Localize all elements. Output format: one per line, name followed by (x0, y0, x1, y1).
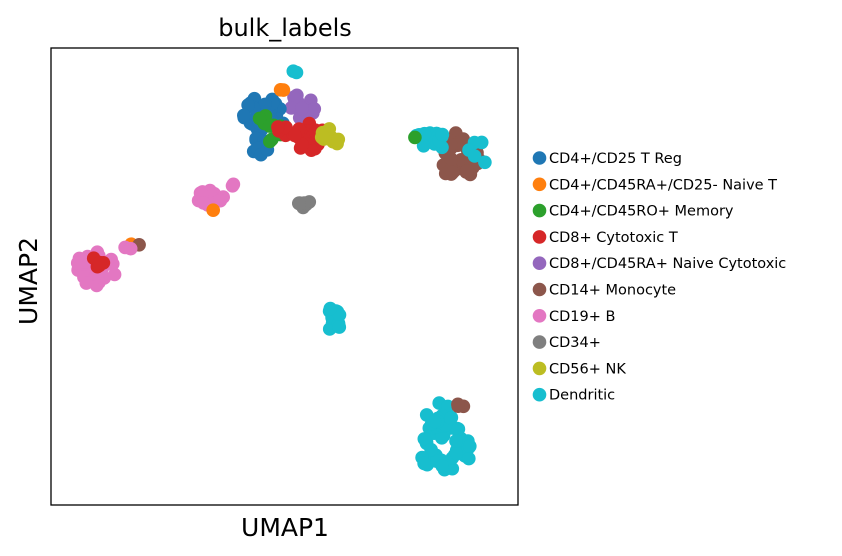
scatter-point (237, 108, 251, 123)
scatter-point (443, 411, 458, 426)
scatter-point (435, 459, 450, 473)
scatter-point (449, 434, 463, 448)
scatter-point (444, 152, 459, 166)
scatter-point (416, 139, 431, 153)
legend-entry-label: CD19+ B (549, 309, 615, 325)
scatter-point (271, 120, 285, 134)
legend: CD4+/CD25 T Reg CD4+/CD45RA+/CD25- Naive … (532, 151, 786, 404)
legend-entry-label: CD34+ (549, 335, 601, 351)
scatter-point (460, 164, 474, 178)
scatter-point (462, 451, 476, 466)
scatter-point (478, 155, 492, 170)
scatter-point (435, 127, 450, 142)
legend-entry-label: CD4+/CD45RA+/CD25- Naive T (549, 177, 777, 193)
scatter-point (307, 102, 322, 116)
legend-marker (532, 309, 547, 323)
scatter-point (241, 98, 255, 112)
scatter-point (295, 137, 309, 152)
scatter-point (225, 179, 240, 193)
scatter-point (123, 241, 138, 256)
scatter-point (445, 165, 460, 180)
x-axis-label: UMAP1 (241, 513, 329, 542)
chart-title: bulk_labels (218, 14, 352, 42)
scatter-point (107, 267, 122, 282)
scatter-points (70, 64, 492, 477)
scatter-point (424, 442, 438, 457)
plot-frame (50, 47, 519, 506)
scatter-point (331, 132, 346, 147)
scatter-point (92, 255, 107, 270)
scatter-point (427, 414, 442, 429)
legend-marker (532, 282, 547, 297)
scatter-point (449, 446, 464, 461)
scatter-point (332, 320, 347, 334)
scatter-point (284, 101, 299, 115)
legend-entry-label: CD8+ Cytotoxic T (549, 230, 678, 246)
scatter-point (463, 439, 477, 454)
scatter-point (417, 432, 432, 446)
scatter-point (315, 129, 330, 143)
legend-marker (532, 151, 547, 165)
legend-entry-label: CD4+/CD25 T Reg (549, 151, 682, 167)
scatter-point (79, 276, 94, 290)
legend-entry-label: CD8+/CD45RA+ Naive Cytotoxic (549, 256, 786, 272)
legend-entry-label: CD14+ Monocyte (549, 283, 676, 299)
scatter-point (288, 128, 302, 143)
scatter-point (451, 397, 465, 412)
scatter-point (292, 196, 306, 211)
scatter-point (435, 431, 449, 445)
legend-entry-label: CD56+ NK (549, 361, 626, 377)
scatter-point (417, 456, 431, 471)
scatter-point (323, 301, 338, 316)
legend-marker (532, 203, 547, 218)
legend-marker (532, 361, 547, 376)
scatter-point (196, 196, 211, 210)
scatter-point (213, 193, 228, 208)
scatter-point (252, 111, 267, 126)
scatter-point (287, 90, 301, 104)
scatter-point (258, 97, 272, 112)
legend-marker (532, 177, 547, 192)
scatter-point (295, 101, 309, 116)
scatter-point (289, 65, 304, 80)
legend-marker (532, 387, 547, 402)
scatter-point (467, 149, 482, 163)
legend-entry-label: Dendritic (549, 388, 615, 404)
legend-marker (532, 256, 547, 271)
scatter-point (408, 130, 422, 145)
y-axis-label: UMAP2 (14, 237, 43, 325)
legend-entry-label: CD4+/CD45RO+ Memory (549, 204, 734, 220)
scatter-point (273, 83, 288, 97)
scatter-point (70, 256, 85, 270)
legend-marker (532, 230, 547, 244)
scatter-point (206, 203, 220, 217)
legend-marker (532, 335, 547, 349)
